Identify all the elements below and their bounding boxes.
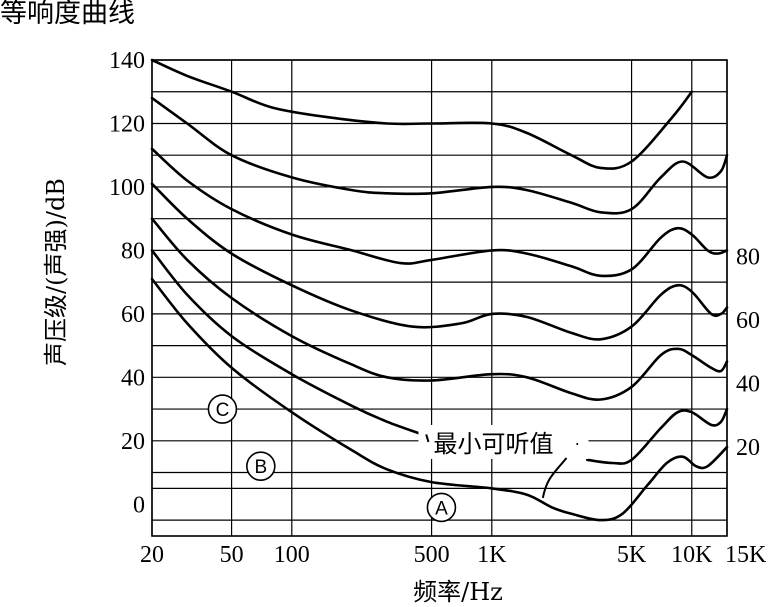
y-tick-label: 80 bbox=[121, 238, 145, 264]
plot-frame bbox=[151, 59, 728, 537]
min-audible-label: 最小可听值 bbox=[433, 430, 553, 458]
y-tick-label: 140 bbox=[109, 48, 145, 74]
loudness-curve-1 bbox=[150, 58, 694, 170]
curve-marker-circle bbox=[426, 492, 457, 523]
x-tick-label: 15K bbox=[725, 542, 767, 568]
y-tick-label: 40 bbox=[121, 365, 145, 391]
x-tick-label: 5K bbox=[617, 542, 647, 568]
loudness-curve-4 bbox=[150, 182, 729, 341]
curves bbox=[150, 58, 729, 522]
curve-marker-circle bbox=[207, 394, 238, 424]
y-tick-label: 60 bbox=[121, 302, 145, 328]
loudness-curve-8 bbox=[150, 277, 729, 522]
y-tick-label: 120 bbox=[109, 111, 145, 137]
x-tick-label: 1K bbox=[477, 542, 507, 568]
y-axis-label: 声压级/(声强)/dB bbox=[42, 178, 70, 366]
tick-labels: 0 20 40 60 80 100 120 140 20 50 100 500 1K 5K 10K 15K 80… bbox=[109, 48, 767, 568]
page-title: 等响度曲线 bbox=[0, 0, 135, 29]
loudness-curve-6 bbox=[150, 249, 424, 436]
y-tick-label: 20 bbox=[121, 429, 145, 455]
curve-level-label: 20 bbox=[736, 435, 760, 461]
curve-marker-b: B bbox=[254, 457, 267, 478]
loudness-curve-7 bbox=[585, 407, 729, 465]
axes bbox=[151, 59, 728, 537]
x-tick-label: 20 bbox=[140, 542, 164, 568]
annotation-leader-left bbox=[425, 434, 430, 443]
annotation-pointer bbox=[541, 457, 568, 499]
x-tick-label: 10K bbox=[671, 542, 713, 568]
x-tick-label: 50 bbox=[220, 542, 244, 568]
curve-marker-c: C bbox=[216, 400, 230, 421]
loudness-curve-2 bbox=[150, 96, 729, 215]
x-tick-label: 100 bbox=[274, 542, 310, 568]
x-axis-label: 频率/Hz bbox=[413, 578, 503, 606]
y-tick-label: 0 bbox=[133, 492, 145, 518]
grid bbox=[151, 59, 728, 536]
loudness-curve-5 bbox=[150, 217, 729, 401]
annotation-background bbox=[418, 424, 589, 459]
loudness-curve-3 bbox=[150, 147, 729, 278]
curve-marker-circle bbox=[246, 451, 276, 481]
y-tick-label: 100 bbox=[109, 175, 145, 201]
x-tick-label: 500 bbox=[414, 542, 450, 568]
curve-level-label: 40 bbox=[736, 372, 760, 398]
curve-level-label: 80 bbox=[736, 245, 760, 271]
annotations: A B C 最小可听值 bbox=[207, 394, 589, 523]
curve-level-label: 60 bbox=[736, 308, 760, 334]
curve-marker-a: A bbox=[435, 498, 448, 519]
